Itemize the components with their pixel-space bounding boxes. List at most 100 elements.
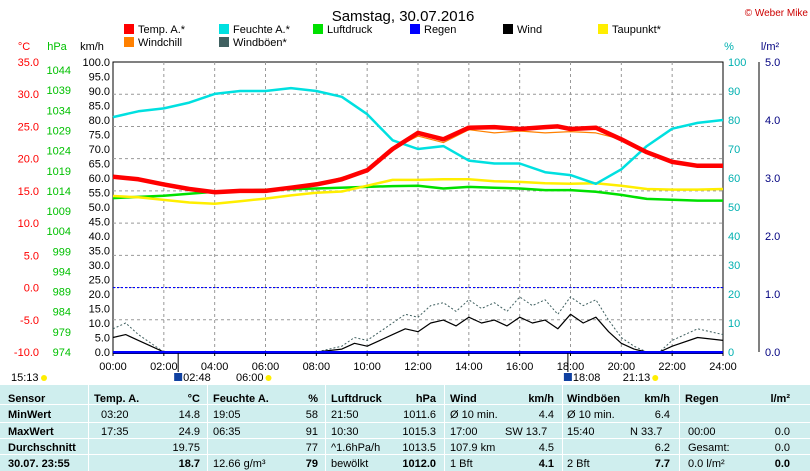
- pressure-time: 10:30: [331, 426, 359, 438]
- row-label: 30.07. 23:55: [8, 458, 70, 470]
- wind-tick-label: 0.0: [95, 347, 110, 359]
- pressure-tick-label: 1019: [47, 166, 71, 178]
- temp-tick-label: 35.0: [18, 57, 39, 69]
- time-tick-label: 02:00: [150, 361, 178, 373]
- header-pressure-unit: hPa: [415, 393, 436, 405]
- header-temp: Temp. A.: [94, 393, 140, 405]
- humidity-tick-label: 70: [728, 144, 740, 156]
- table-column-divider: [562, 385, 563, 471]
- header-rain: Regen: [685, 393, 719, 405]
- header-gust-unit: km/h: [644, 393, 670, 405]
- sunrise-icon: [265, 375, 272, 381]
- wind-tick-label: 60.0: [89, 173, 110, 185]
- pressure-tick-label: 1024: [47, 146, 71, 158]
- wind-tick-label: 90.0: [89, 86, 110, 98]
- statistics-table: Sensor Temp. A. °C Feuchte A.% Luftdruck hPa W…: [0, 385, 810, 471]
- gust-direction: N 33.7: [630, 426, 663, 438]
- temp-value: 19.75: [172, 442, 200, 454]
- rain-tick-label: 2.0: [765, 231, 780, 243]
- row-label: MinWert: [8, 409, 52, 421]
- wind-axis-label: km/h: [80, 41, 104, 53]
- wind-tick-label: 10.0: [89, 318, 110, 330]
- chart-grid: [113, 62, 723, 352]
- humidity-tick-label: 0: [728, 347, 734, 359]
- wind-tick-label: 20.0: [89, 289, 110, 301]
- time-tick-label: 12:00: [404, 361, 432, 373]
- row-label: Durchschnitt: [8, 442, 76, 454]
- humidity-tick-label: 20: [728, 289, 740, 301]
- sunset-icon: [652, 375, 659, 381]
- temp-tick-label: 0.0: [24, 283, 39, 295]
- moonrise-label: 02:48: [183, 372, 211, 384]
- time-tick-label: 10:00: [353, 361, 381, 373]
- time-tick-label: 04:00: [201, 361, 229, 373]
- legend-label-windchill: Windchill: [138, 37, 182, 49]
- wind-tick-label: 65.0: [89, 159, 110, 171]
- legend-label-windb-en: Windböen*: [233, 37, 288, 49]
- wind-value: 4.5: [538, 442, 554, 454]
- pressure-tick-label: 1014: [47, 186, 71, 198]
- wind-direction: SW 13.7: [505, 426, 548, 438]
- wind-label: Ø 10 min.: [450, 409, 498, 421]
- moonset-icon: [563, 373, 572, 381]
- header-sensor: Sensor: [8, 393, 46, 405]
- table-column-divider: [444, 385, 445, 471]
- temp-tick-label: 30.0: [18, 89, 39, 101]
- pressure-value: 1011.6: [403, 409, 436, 421]
- legend-swatch-feuchte-a: [219, 24, 229, 34]
- humidity-value: 79: [305, 458, 318, 470]
- time-tick-label: 06:00: [252, 361, 280, 373]
- time-tick-label: 20:00: [608, 361, 636, 373]
- pressure-tick-label: 989: [53, 287, 71, 299]
- time-tick-label: 16:00: [506, 361, 534, 373]
- wind-tick-label: 55.0: [89, 188, 110, 200]
- legend-label-taupunkt: Taupunkt*: [612, 24, 662, 36]
- humidity-tick-label: 30: [728, 260, 740, 272]
- humidity-value: 58: [305, 409, 318, 421]
- wind-tick-label: 100.0: [82, 57, 110, 69]
- gust-label: Ø 10 min.: [567, 409, 615, 421]
- rain-tick-label: 4.0: [765, 115, 780, 127]
- temp-tick-label: 25.0: [18, 121, 39, 133]
- temp-tick-label: -5.0: [20, 315, 39, 327]
- pressure-tick-label: 1004: [47, 226, 71, 238]
- series-line-temp-a: [112, 124, 723, 195]
- gust-value: 6.2: [654, 442, 670, 454]
- table-row-divider: [0, 404, 810, 405]
- legend-swatch-luftdruck: [313, 24, 323, 34]
- pressure-tick-label: 1044: [47, 65, 71, 77]
- rain-tick-label: 0.0: [765, 347, 780, 359]
- sunrise-label: 06:00: [236, 372, 264, 384]
- gust-label: 15:40: [567, 426, 595, 438]
- legend-label-luftdruck: Luftdruck: [327, 24, 373, 36]
- pressure-value: 1013.5: [402, 442, 436, 454]
- rain-tick-label: 3.0: [765, 173, 780, 185]
- legend-swatch-wind: [503, 24, 513, 34]
- wind-tick-label: 70.0: [89, 144, 110, 156]
- table-row-divider: [0, 422, 810, 423]
- wind-value: 4.4: [538, 409, 554, 421]
- wind-tick-label: 45.0: [89, 217, 110, 229]
- temp-tick-label: 15.0: [18, 186, 39, 198]
- legend-swatch-windb-en: [219, 37, 229, 47]
- temp-tick-label: 5.0: [24, 250, 39, 262]
- weather-chart: °C hPa km/h% l/m² 35.0 30.0 25.0 20.0 15.0 10.0 5.…: [11, 8, 808, 384]
- rain-tick-label: 5.0: [765, 57, 780, 69]
- temp-tick-label: 10.0: [18, 218, 39, 230]
- pressure-tick-label: 1009: [47, 206, 71, 218]
- table-column-divider: [207, 385, 208, 471]
- wind-label: 1 Bft: [450, 458, 473, 470]
- humidity-tick-label: 60: [728, 173, 740, 185]
- table-row-divider: [0, 454, 810, 455]
- humidity-value: 91: [305, 426, 318, 438]
- legend-swatch-temp-a: [124, 24, 134, 34]
- time-tick-label: 18:00: [557, 361, 585, 373]
- humidity-tick-label: 80: [728, 115, 740, 127]
- time-tick-label: 22:00: [658, 361, 686, 373]
- humidity-time: 12.66 g/m³: [213, 458, 266, 470]
- legend-label-temp-a: Temp. A.*: [138, 24, 186, 36]
- header-gust: Windböen: [567, 393, 621, 405]
- rain-label: 00:00: [688, 426, 716, 438]
- header-humidity: Feuchte A.: [213, 393, 269, 405]
- rain-tick-label: 1.0: [765, 289, 780, 301]
